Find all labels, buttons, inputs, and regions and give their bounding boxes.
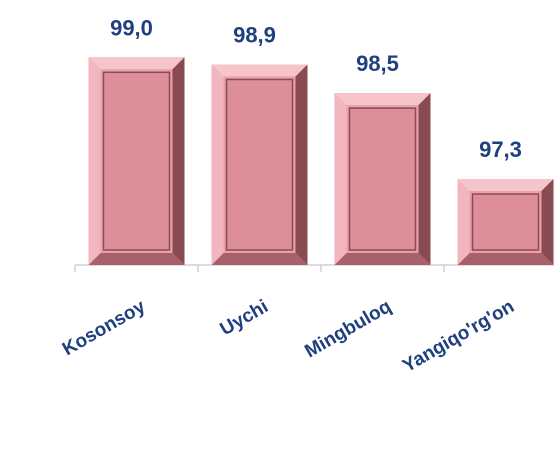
- bar-bevel: [334, 93, 431, 106]
- bar-bevel: [457, 253, 554, 265]
- x-tick-label: Uychi: [217, 296, 272, 340]
- bar-bevel: [295, 64, 308, 265]
- value-label: 99,0: [110, 15, 153, 40]
- bar-bevel: [172, 57, 185, 265]
- bar-bevel: [211, 253, 308, 265]
- bar-face: [102, 71, 171, 251]
- bar-face: [348, 107, 417, 251]
- bar-bevel: [88, 57, 185, 70]
- x-tick-label: Mingbuloq: [301, 296, 395, 362]
- bar-bevel: [88, 57, 101, 265]
- bar-bevel: [211, 64, 308, 77]
- bar-bevel: [211, 64, 224, 265]
- value-label: 98,5: [356, 51, 399, 76]
- bar-face: [225, 78, 294, 251]
- bar-bevel: [457, 179, 554, 192]
- x-tick-label: Kosonsoy: [59, 296, 149, 360]
- bar-bevel: [334, 253, 431, 265]
- bar-bevel: [541, 179, 554, 265]
- bar-bevel: [88, 253, 185, 265]
- x-tick-label: Yangiqo'rg'on: [399, 296, 518, 377]
- bar-bevel: [334, 93, 347, 265]
- bar-bevel: [418, 93, 431, 265]
- value-label: 98,9: [233, 22, 276, 47]
- value-label: 97,3: [479, 137, 522, 162]
- bar-face: [471, 193, 540, 251]
- bar-bevel: [457, 179, 470, 265]
